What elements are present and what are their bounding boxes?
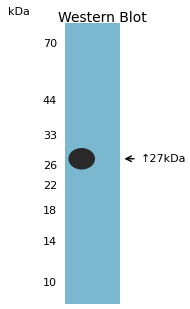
Text: 33: 33 bbox=[43, 131, 57, 142]
Bar bbox=[65, 23, 120, 304]
Text: 14: 14 bbox=[43, 237, 57, 247]
Text: 22: 22 bbox=[43, 181, 57, 191]
Text: kDa: kDa bbox=[8, 7, 29, 17]
Ellipse shape bbox=[68, 148, 95, 170]
Text: 10: 10 bbox=[43, 278, 57, 288]
Text: ↑27kDa: ↑27kDa bbox=[141, 154, 186, 164]
Text: Western Blot: Western Blot bbox=[58, 11, 147, 25]
Text: 44: 44 bbox=[43, 96, 57, 106]
Text: 26: 26 bbox=[43, 161, 57, 171]
Text: 70: 70 bbox=[43, 39, 57, 49]
Text: 18: 18 bbox=[43, 206, 57, 216]
